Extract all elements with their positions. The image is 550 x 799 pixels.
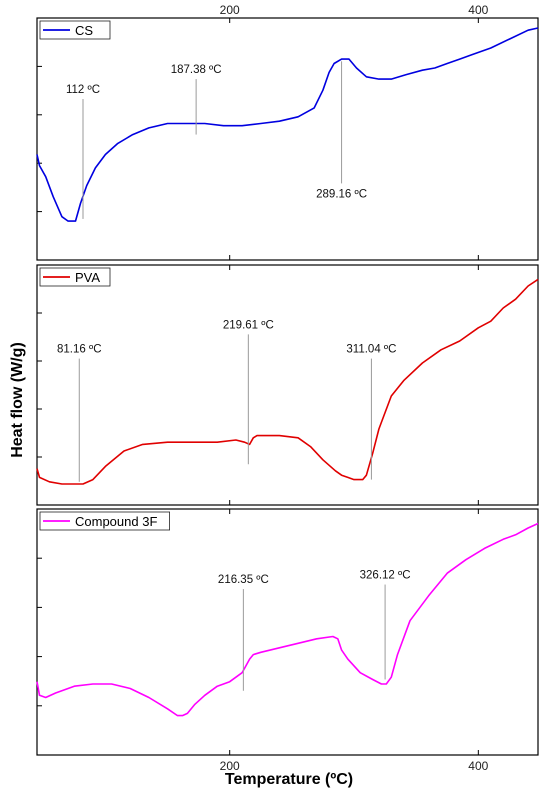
series-line-cs	[36, 27, 539, 222]
legend-label-compound-3f: Compound 3F	[75, 514, 157, 529]
top-axis: 200 400	[220, 3, 489, 17]
legend-box-pva	[39, 267, 111, 287]
panel-pva: PVA 81.16 ºC 219.61 ºC 311.04 ºC	[36, 264, 539, 506]
series-line-compound-3f	[36, 522, 539, 717]
annotation-label-cs-0: 112 ºC	[66, 84, 100, 96]
legend-cs: CS	[39, 20, 111, 40]
annotation-label-pva-0: 81.16 ºC	[57, 344, 101, 356]
legend-compound-3f: Compound 3F	[39, 511, 171, 531]
panel-frame-cs	[36, 17, 539, 261]
annotation-label-pva-1: 219.61 ºC	[223, 319, 274, 331]
y-axis-title: Heat flow (W/g)	[9, 342, 26, 458]
panels-group: CS 112 ºC 187.38 ºC 289.16 ºC PVA 81.16 ºC 219…	[36, 17, 539, 756]
annotation-label-cs-1: 187.38 ºC	[171, 64, 222, 76]
legend-pva: PVA	[39, 267, 111, 287]
annotation-label-compound-3f-1: 326.12 ºC	[360, 570, 411, 582]
legend-label-pva: PVA	[75, 270, 100, 285]
panel-frame-compound-3f	[36, 508, 539, 756]
annotation-label-cs-2: 289.16 ºC	[316, 188, 367, 200]
bottom-axis: 200 400	[220, 759, 489, 773]
series-line-pva	[36, 278, 539, 485]
panel-compound-3f: Compound 3F 216.35 ºC 326.12 ºC	[36, 508, 539, 756]
panel-frame-pva	[36, 264, 539, 506]
panel-cs: CS 112 ºC 187.38 ºC 289.16 ºC	[36, 17, 539, 261]
top-tick-label-400: 400	[468, 3, 488, 17]
annotation-label-compound-3f-0: 216.35 ºC	[218, 574, 269, 586]
x-axis-title: Temperature (ºC)	[225, 771, 353, 788]
legend-box-compound-3f	[39, 511, 171, 531]
bottom-tick-label-400: 400	[468, 759, 488, 773]
legend-box-cs	[39, 20, 111, 40]
legend-label-cs: CS	[75, 23, 93, 38]
bottom-tick-label-200: 200	[220, 759, 240, 773]
top-tick-label-200: 200	[220, 3, 240, 17]
annotation-label-pva-2: 311.04 ºC	[346, 344, 396, 356]
